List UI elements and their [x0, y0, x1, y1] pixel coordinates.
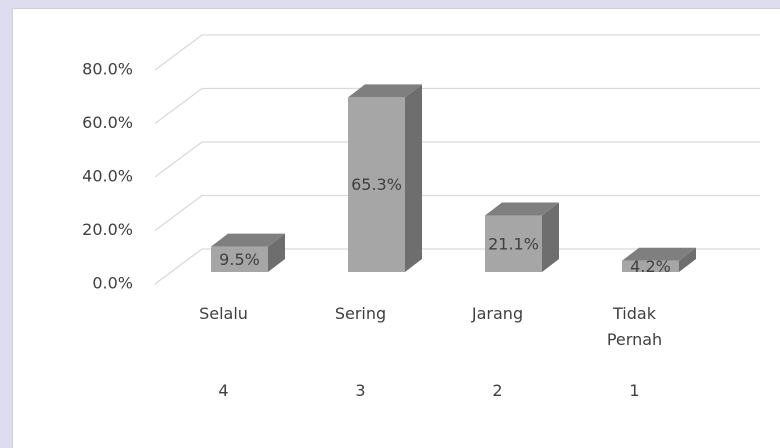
value-label: 9.5% [219, 250, 260, 269]
y-tick-label: 60.0% [82, 113, 133, 132]
bar [485, 202, 559, 272]
score-label: 2 [492, 381, 503, 400]
value-label: 4.2% [630, 257, 671, 276]
bar-top [211, 233, 285, 247]
bar-top [348, 84, 422, 98]
grid-line [154, 34, 760, 71]
bar [622, 247, 696, 272]
bar-side [542, 202, 559, 272]
bar-side [405, 84, 422, 272]
y-tick-label: 40.0% [82, 167, 133, 186]
x-tick-label: Selalu [199, 304, 248, 323]
score-label: 1 [629, 381, 640, 400]
bar [211, 233, 285, 272]
value-label: 21.1% [488, 234, 539, 253]
grid-line [154, 248, 760, 285]
grid-line [154, 194, 760, 232]
score-label: 4 [218, 381, 229, 400]
y-tick-label: 0.0% [92, 274, 133, 293]
bar-side [679, 247, 696, 272]
grid-line [154, 87, 760, 125]
y-tick-label: 80.0% [82, 60, 133, 79]
value-label: 65.3% [351, 175, 402, 194]
bar [348, 84, 422, 272]
bar-front [622, 260, 679, 272]
x-tick-label: Jarang [471, 304, 524, 323]
y-tick-label: 20.0% [82, 220, 133, 239]
bar-front [348, 97, 405, 272]
x-tick-label: Sering [334, 304, 387, 323]
bar-top [485, 202, 559, 216]
grid-line [154, 141, 760, 178]
bar-side [268, 233, 285, 272]
bar-top [622, 247, 696, 261]
bar-front [485, 215, 542, 272]
bar-front [211, 246, 268, 272]
x-tick-label: Tidak Pernah [606, 304, 663, 349]
score-label: 3 [355, 381, 366, 400]
